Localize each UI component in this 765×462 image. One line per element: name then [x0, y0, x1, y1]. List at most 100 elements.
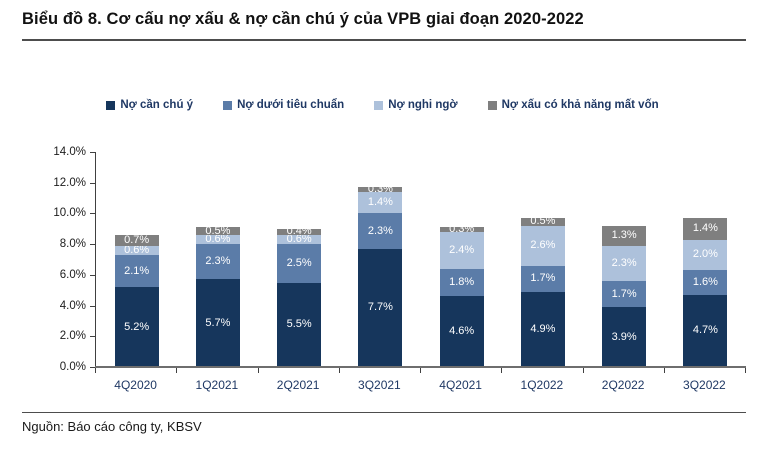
- plot-area: 5.2% 2.1% 0.6% 0.7% 5.7% 2.3% 0.6% 0.5% 5.5% 2.5%…: [95, 152, 746, 367]
- data-label: 0.6%: [205, 233, 231, 246]
- bar-segment-3Q2022-s0: 4.7%: [683, 294, 728, 367]
- y-tick: [90, 274, 95, 276]
- data-label: 0.7%: [124, 233, 150, 246]
- data-label: 2.0%: [692, 248, 718, 261]
- x-tick-label: 2Q2021: [276, 378, 320, 392]
- data-label: 1.4%: [692, 222, 718, 235]
- bar-segment-3Q2021-s1: 2.3%: [358, 213, 403, 249]
- source-note: Nguồn: Báo cáo công ty, KBSV: [22, 419, 202, 434]
- y-tick: [90, 213, 95, 215]
- legend-swatch-icon: [223, 100, 233, 110]
- y-tick-label: 14.0%: [53, 146, 86, 158]
- x-tick: [501, 368, 503, 373]
- data-label: 0.3%: [449, 223, 475, 236]
- x-tick: [95, 368, 96, 373]
- bar-segment-3Q2022-s2: 2.0%: [683, 239, 728, 271]
- legend-label: Nợ xấu có khả năng mất vốn: [501, 99, 659, 111]
- x-tick-label: 3Q2022: [683, 378, 726, 392]
- data-label: 5.2%: [124, 320, 150, 333]
- x-tick: [745, 368, 746, 373]
- bar-segment-2Q2022-s2: 2.3%: [602, 245, 647, 281]
- data-label: 4.7%: [692, 324, 718, 337]
- y-tick-label: 8.0%: [59, 238, 86, 251]
- data-label: 2.3%: [611, 256, 637, 269]
- y-tick: [90, 367, 95, 368]
- bar-segment-1Q2021-s3: 0.5%: [195, 225, 240, 236]
- bar-segment-1Q2021-s2: 0.6%: [195, 233, 240, 246]
- data-label: 0.4%: [286, 225, 312, 238]
- bar-segment-1Q2022-s1: 1.7%: [520, 265, 565, 292]
- y-tick: [90, 182, 95, 184]
- bar-segment-2Q2022-s1: 1.7%: [602, 281, 647, 308]
- bar-segment-2Q2021-s3: 0.4%: [277, 225, 322, 238]
- bar-segment-4Q2020-s3: 0.7%: [114, 233, 159, 246]
- legend-swatch-icon: [106, 100, 116, 110]
- chart-title: Biểu đồ 8. Cơ cấu nợ xấu & nợ cần chú ý …: [22, 10, 584, 28]
- bar-segment-4Q2021-s0: 4.6%: [439, 296, 484, 367]
- source-divider: [22, 412, 746, 413]
- bar-segment-4Q2020-s1: 2.1%: [114, 254, 159, 288]
- data-label: 3.9%: [611, 330, 637, 343]
- y-tick: [90, 305, 95, 307]
- bar-segment-4Q2020-s0: 5.2%: [114, 287, 159, 367]
- bar-segment-3Q2022-s3: 1.4%: [683, 218, 728, 240]
- data-label: 1.7%: [611, 287, 637, 300]
- bar-segment-3Q2021-s3: 0.3%: [358, 183, 403, 196]
- y-tick-label: 6.0%: [59, 268, 86, 281]
- y-tick-label: 2.0%: [59, 330, 86, 343]
- legend-item-1: Nợ dưới tiêu chuẩn: [223, 99, 344, 111]
- bar-segment-3Q2022-s1: 1.6%: [683, 270, 728, 295]
- bar-segment-3Q2021-s0: 7.7%: [358, 248, 403, 367]
- y-tick: [90, 152, 95, 153]
- data-label: 0.5%: [530, 215, 556, 228]
- bar-segment-4Q2021-s1: 1.8%: [439, 268, 484, 297]
- bar-segment-2Q2022-s0: 3.9%: [602, 307, 647, 367]
- legend-swatch-icon: [374, 100, 384, 110]
- title-divider: [22, 39, 746, 41]
- legend-label: Nợ dưới tiêu chuẩn: [237, 99, 345, 111]
- data-label: 2.3%: [367, 224, 393, 237]
- bar-segment-1Q2022-s0: 4.9%: [520, 291, 565, 367]
- data-label: 4.9%: [530, 322, 556, 335]
- data-label: 2.5%: [286, 256, 312, 269]
- data-label: 2.3%: [205, 255, 231, 268]
- data-label: 2.1%: [124, 264, 150, 277]
- chart-legend: Nợ cần chú ý Nợ dưới tiêu chuẩn Nợ nghi ng…: [0, 99, 765, 111]
- bar-segment-1Q2021-s0: 5.7%: [195, 279, 240, 367]
- bar-segment-1Q2022-s2: 2.6%: [520, 225, 565, 266]
- bar-segment-3Q2021-s2: 1.4%: [358, 191, 403, 214]
- x-tick: [176, 368, 178, 373]
- data-label: 1.7%: [530, 272, 556, 285]
- y-tick: [90, 244, 95, 246]
- x-tick: [257, 368, 259, 373]
- legend-item-2: Nợ nghi ngờ: [374, 99, 458, 111]
- x-axis-line: [95, 366, 746, 368]
- bar-segment-1Q2021-s1: 2.3%: [195, 244, 240, 280]
- bar-segment-2Q2021-s2: 0.6%: [277, 234, 322, 245]
- legend-label: Nợ nghi ngờ: [388, 99, 458, 111]
- bar-segment-2Q2022-s3: 1.3%: [602, 225, 647, 246]
- legend-item-3: Nợ xấu có khả năng mất vốn: [487, 99, 659, 111]
- x-tick: [663, 368, 665, 373]
- data-label: 1.6%: [692, 276, 718, 289]
- x-tick-label: 4Q2020: [114, 378, 157, 392]
- data-label: 1.4%: [367, 196, 393, 209]
- legend-swatch-icon: [487, 100, 497, 110]
- data-label: 2.4%: [449, 243, 475, 256]
- x-tick-label: 1Q2021: [195, 378, 239, 392]
- y-tick-label: 10.0%: [53, 207, 86, 220]
- data-label: 7.7%: [367, 301, 393, 314]
- y-tick-label: 0.0%: [59, 361, 86, 373]
- y-tick-label: 4.0%: [59, 299, 86, 312]
- data-label: 4.6%: [449, 325, 475, 338]
- data-label: 0.3%: [367, 183, 393, 196]
- data-label: 5.5%: [286, 318, 312, 331]
- bar-segment-4Q2021-s2: 2.4%: [439, 231, 484, 269]
- x-tick: [582, 368, 584, 373]
- x-tick-label: 1Q2022: [520, 378, 564, 392]
- y-tick: [90, 336, 95, 338]
- data-label: 2.6%: [530, 239, 556, 252]
- data-label: 1.8%: [449, 276, 475, 289]
- x-tick: [338, 368, 340, 373]
